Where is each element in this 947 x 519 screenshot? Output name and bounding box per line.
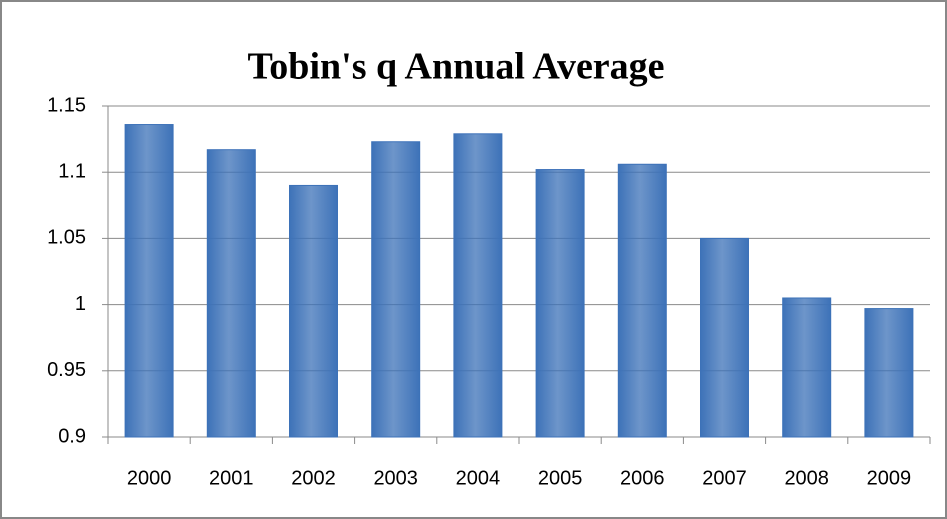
bar [289,184,338,438]
x-tick-label: 2007 [702,467,747,489]
bar [864,308,914,438]
x-tick-label: 2003 [373,467,418,489]
y-tick-label: 1.1 [58,160,86,182]
x-tick-label: 2000 [127,467,172,489]
bar [371,141,421,438]
bar [535,169,585,438]
x-tick-label: 2008 [784,467,829,489]
y-tick-label: 1.05 [47,227,86,249]
y-tick-label: 0.95 [47,359,86,381]
y-tick-label: 0.9 [58,425,86,447]
x-tick-label: 2009 [867,467,912,489]
bar [782,297,832,438]
bar [453,133,503,438]
bar [124,124,174,438]
x-tick-label: 2002 [291,467,336,489]
chart-title: Tobin's q Annual Average [247,46,664,88]
x-tick-label: 2005 [538,467,583,489]
bar [700,237,749,438]
bar [617,163,667,438]
x-tick-label: 2006 [620,467,665,489]
y-tick-label: 1 [75,293,86,315]
x-tick-label: 2001 [209,467,254,489]
bar [206,149,256,438]
x-tick-label: 2004 [456,467,501,489]
y-tick-label: 1.15 [47,94,86,116]
